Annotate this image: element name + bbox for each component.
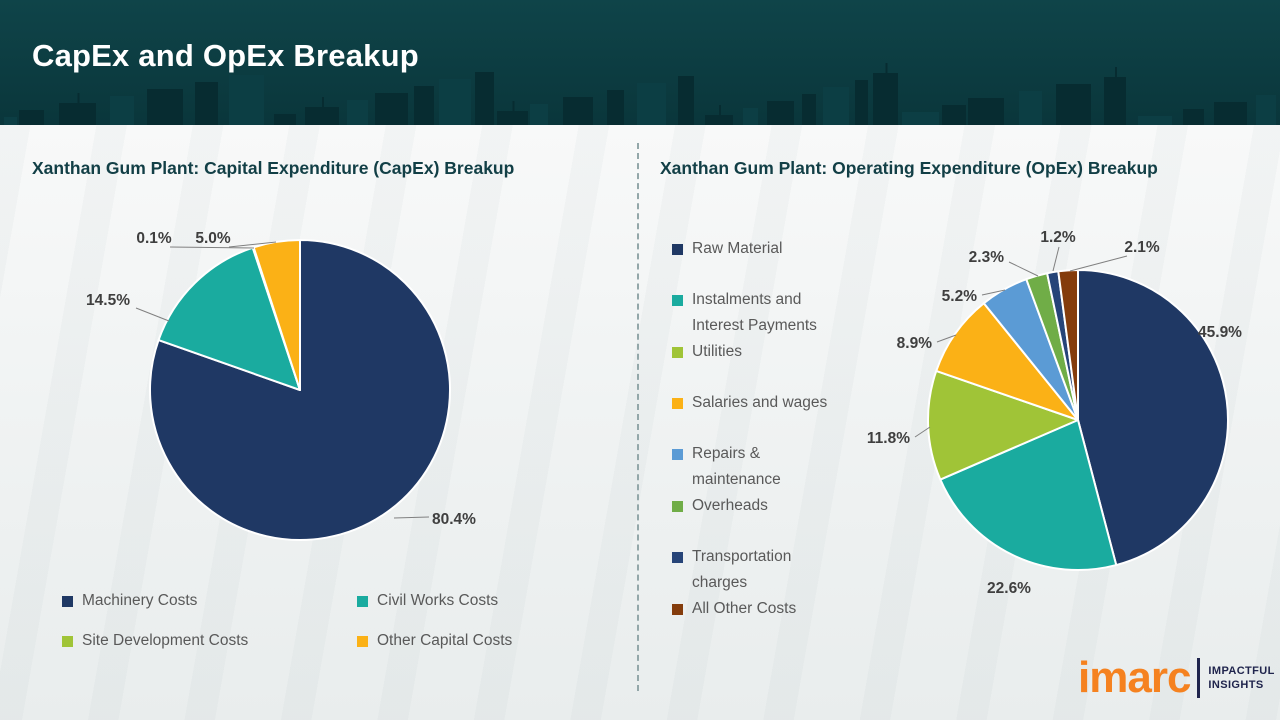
panel-divider — [637, 143, 639, 691]
imarc-logo: imarc IMPACTFUL INSIGHTS — [1078, 656, 1275, 700]
value-label-overheads: 2.3% — [969, 249, 1005, 266]
legend-item-raw-material: Raw Material — [672, 236, 852, 262]
label-leader-line — [135, 307, 170, 322]
legend-item-transportation-charges: Transportation charges — [672, 544, 852, 596]
capex-chart-title: Xanthan Gum Plant: Capital Expenditure (… — [32, 158, 515, 178]
legend-label: Raw Material — [692, 240, 783, 257]
legend-item-repairs-maintenance: Repairs & maintenance — [672, 441, 852, 493]
value-label-utilities: 11.8% — [867, 430, 910, 447]
legend-swatch — [672, 604, 683, 615]
value-label-all-other-costs: 2.1% — [1124, 239, 1160, 256]
label-leader-line — [169, 246, 255, 249]
legend-label: All Other Costs — [692, 600, 797, 617]
legend-swatch — [672, 552, 683, 563]
logo-divider — [1197, 658, 1201, 698]
value-label-instalments-and-interest-payments: 22.6% — [987, 580, 1031, 597]
value-label-salaries-and-wages: 8.9% — [897, 335, 933, 352]
legend-label: Overheads — [692, 497, 768, 514]
legend-swatch — [357, 635, 368, 647]
page-title: CapEx and OpEx Breakup — [32, 38, 419, 73]
legend-label: Civil Works Costs — [377, 592, 499, 609]
legend-swatch — [672, 501, 683, 512]
pie-slice-raw-material — [1077, 269, 1229, 567]
legend-item-machinery-costs: Machinery Costs — [62, 592, 357, 610]
legend-item-civil-works-costs: Civil Works Costs — [357, 592, 602, 610]
pie-slice-instalments-and-interest-payments — [939, 419, 1118, 571]
legend-label: Transportation charges — [692, 548, 792, 591]
opex-chart-title: Xanthan Gum Plant: Operating Expenditure… — [660, 158, 1158, 178]
imarc-logo-text: imarc — [1078, 653, 1191, 702]
logo-tagline-line1: IMPACTFUL — [1208, 664, 1275, 677]
legend-swatch — [672, 449, 683, 460]
legend-item-site-development-costs: Site Development Costs — [62, 632, 357, 650]
opex-legend: Raw Material Instalments and Interest Pay… — [672, 236, 852, 622]
label-leader-line — [228, 241, 277, 248]
pie-slice-machinery-costs — [149, 239, 451, 541]
logo-tagline-line2: INSIGHTS — [1208, 679, 1264, 691]
legend-swatch — [672, 398, 683, 409]
legend-item-all-other-costs: All Other Costs — [672, 596, 852, 622]
legend-label: Other Capital Costs — [377, 632, 513, 649]
legend-label: Site Development Costs — [82, 632, 249, 649]
value-label-transportation-charges: 1.2% — [1040, 229, 1076, 246]
legend-swatch — [357, 595, 368, 607]
header: CapEx and OpEx Breakup — [0, 0, 1280, 125]
legend-item-other-capital-costs: Other Capital Costs — [357, 632, 602, 650]
value-label-site-development-costs: 0.1% — [136, 230, 172, 247]
pie-slice-utilities — [927, 369, 1079, 481]
label-leader-line — [393, 516, 430, 519]
legend-item-overheads: Overheads — [672, 493, 852, 519]
label-leader-line — [914, 426, 931, 438]
capex-legend: Machinery Costs Civil Works Costs Site Dev… — [62, 592, 622, 650]
label-leader-line — [1052, 246, 1060, 272]
pie-slice-all-other-costs — [1057, 268, 1079, 421]
legend-swatch — [672, 244, 683, 255]
city-skyline-graphic — [4, 63, 1276, 125]
legend-item-utilities: Utilities — [672, 339, 852, 365]
legend-swatch — [672, 347, 683, 358]
legend-label: Salaries and wages — [692, 394, 828, 411]
legend-label: Utilities — [692, 343, 742, 360]
value-label-raw-material: 45.9% — [1198, 324, 1242, 341]
label-leader-line — [1008, 261, 1039, 277]
pie-slice-other-capital-costs — [252, 239, 301, 391]
legend-swatch — [62, 595, 73, 607]
legend-swatch — [62, 635, 73, 647]
pie-slice-civil-works-costs — [157, 246, 301, 391]
legend-label: Instalments and Interest Payments — [692, 291, 817, 334]
opex-pie-chart: 45.9% 22.6% 11.8% 8.9% 5.2% 2.3% 1.2% 2.1% — [867, 229, 1242, 597]
logo-tagline: IMPACTFUL INSIGHTS — [1208, 664, 1274, 693]
label-leader-line — [1069, 255, 1128, 272]
pie-slice-salaries-and-wages — [935, 302, 1079, 421]
legend-swatch — [672, 295, 683, 306]
label-leader-line — [936, 334, 957, 343]
legend-label: Machinery Costs — [82, 592, 198, 609]
value-label-civil-works-costs: 14.5% — [86, 292, 130, 309]
value-label-repairs-maintenance: 5.2% — [942, 288, 978, 305]
value-label-machinery-costs: 80.4% — [432, 511, 476, 528]
legend-label: Repairs & maintenance — [692, 445, 781, 488]
label-leader-line — [981, 289, 1006, 296]
value-label-other-capital-costs: 5.0% — [195, 230, 231, 247]
legend-item-salaries-and-wages: Salaries and wages — [672, 390, 852, 416]
legend-item-instalments-and-interest-payments: Instalments and Interest Payments — [672, 287, 852, 339]
capex-pie-chart: 80.4% 14.5% 0.1% 5.0% — [86, 230, 476, 541]
